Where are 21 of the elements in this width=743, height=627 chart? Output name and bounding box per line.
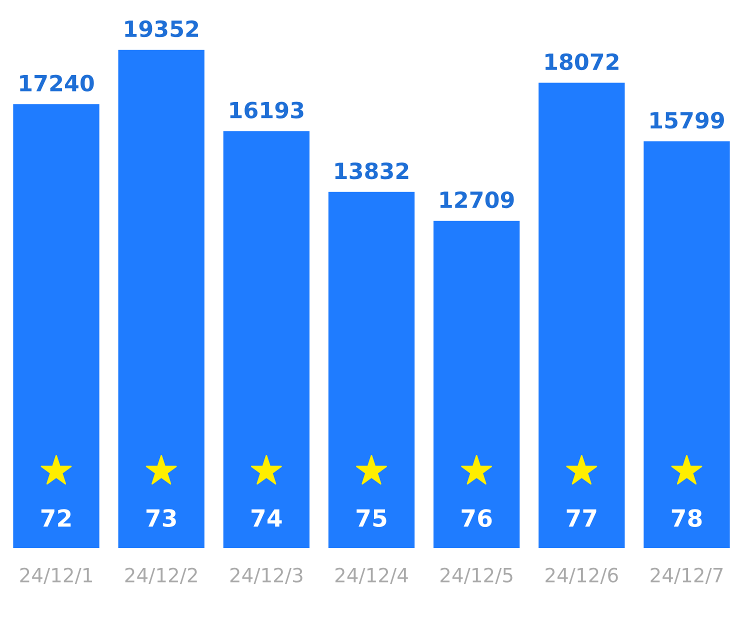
data-label: 15799 bbox=[650, 112, 724, 129]
annotation: 73 bbox=[146, 509, 176, 527]
x-tick-label: 24/12/2 bbox=[125, 568, 197, 584]
annotation: 74 bbox=[252, 509, 282, 527]
annotation: 78 bbox=[672, 509, 702, 527]
data-label: 19352 bbox=[125, 20, 198, 38]
x-tick-label: 24/12/7 bbox=[650, 568, 723, 584]
data-label: 17240 bbox=[20, 74, 94, 92]
annotation: 72 bbox=[41, 509, 71, 527]
data-label: 18072 bbox=[546, 53, 618, 70]
annotation: 77 bbox=[566, 509, 596, 527]
x-tick-label: 24/12/3 bbox=[230, 568, 302, 584]
annotation: 76 bbox=[462, 509, 492, 527]
x-tick-label: 24/12/4 bbox=[335, 568, 408, 584]
x-tick-label: 24/12/5 bbox=[440, 568, 512, 584]
x-tick-label: 24/12/1 bbox=[20, 568, 92, 584]
data-label: 16193 bbox=[230, 102, 304, 118]
x-tick-label: 24/12/6 bbox=[546, 568, 618, 584]
data-label: 12709 bbox=[440, 191, 514, 208]
annotation: 75 bbox=[356, 509, 386, 527]
data-label: 13832 bbox=[335, 162, 408, 180]
